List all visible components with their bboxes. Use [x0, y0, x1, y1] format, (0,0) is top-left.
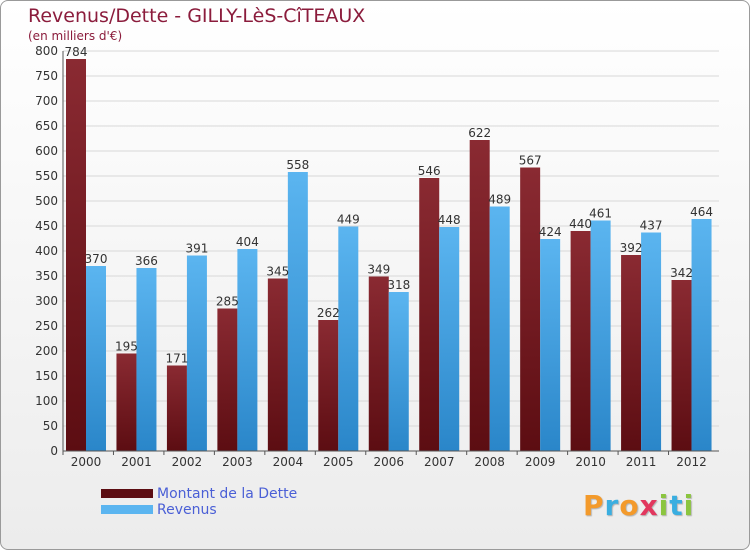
data-label-revenue: 464 — [690, 205, 713, 219]
data-label-revenue: 461 — [589, 207, 612, 221]
data-label-debt: 622 — [468, 126, 491, 140]
data-label-debt: 342 — [670, 266, 693, 280]
logo-letter: x — [639, 489, 659, 522]
y-tick-label: 400 — [35, 244, 58, 258]
bar-revenue — [388, 292, 409, 451]
y-tick-label: 600 — [35, 144, 58, 158]
x-tick-label: 2000 — [71, 455, 102, 469]
y-tick-label: 700 — [35, 94, 58, 108]
chart-subtitle: (en milliers d'€) — [28, 29, 123, 43]
y-tick-label: 0 — [50, 444, 58, 458]
bar-revenue — [186, 255, 207, 451]
y-tick-label: 300 — [35, 294, 58, 308]
data-label-revenue: 489 — [488, 193, 511, 207]
y-tick-label: 800 — [35, 44, 58, 58]
bar-debt — [469, 140, 490, 451]
y-tick-label: 350 — [35, 269, 58, 283]
y-tick-label: 100 — [35, 394, 58, 408]
x-tick-label: 2006 — [373, 455, 404, 469]
data-label-revenue: 366 — [135, 254, 158, 268]
bar-debt — [217, 308, 238, 451]
bar-revenue — [641, 232, 662, 451]
logo-letter: i — [683, 489, 695, 522]
data-label-debt: 171 — [165, 352, 188, 366]
y-tick-label: 200 — [35, 344, 58, 358]
bar-debt — [419, 178, 440, 451]
data-label-debt: 262 — [317, 306, 340, 320]
bar-debt — [318, 320, 339, 451]
logo-letter: r — [604, 489, 620, 522]
chart-title: Revenus/Dette - GILLY-LèS-CîTEAUX — [28, 5, 366, 27]
bar-revenue — [691, 219, 712, 451]
data-label-debt: 349 — [367, 263, 390, 277]
x-tick-label: 2010 — [575, 455, 606, 469]
data-label-revenue: 424 — [539, 225, 562, 239]
y-tick-label: 450 — [35, 219, 58, 233]
x-tick-label: 2012 — [676, 455, 707, 469]
proxiti-logo: Proxiti — [583, 489, 694, 522]
y-tick-label: 150 — [35, 369, 58, 383]
bar-debt — [671, 280, 692, 451]
bar-revenue — [540, 239, 561, 451]
x-tick-label: 2008 — [474, 455, 505, 469]
x-tick-label: 2011 — [626, 455, 657, 469]
data-label-revenue: 404 — [236, 235, 259, 249]
bar-debt — [621, 255, 642, 451]
x-tick-label: 2005 — [323, 455, 354, 469]
logo-letter: t — [669, 489, 684, 522]
data-label-debt: 440 — [569, 217, 592, 231]
data-label-revenue: 370 — [85, 252, 108, 266]
y-tick-label: 750 — [35, 69, 58, 83]
logo-letter: P — [583, 489, 605, 522]
data-label-revenue: 318 — [387, 278, 410, 292]
data-label-debt: 784 — [65, 45, 88, 59]
legend-label-debt: Montant de la Dette — [157, 486, 298, 502]
data-label-debt: 195 — [115, 340, 138, 354]
data-label-revenue: 449 — [337, 213, 360, 227]
x-tick-label: 2003 — [222, 455, 253, 469]
y-tick-label: 500 — [35, 194, 58, 208]
x-tick-label: 2002 — [172, 455, 203, 469]
data-label-debt: 546 — [418, 164, 441, 178]
bar-debt — [520, 167, 541, 451]
bar-debt — [267, 278, 288, 451]
bar-revenue — [439, 227, 460, 451]
bar-debt — [66, 59, 86, 451]
bar-debt — [166, 365, 187, 451]
data-label-revenue: 391 — [185, 242, 208, 256]
data-label-revenue: 448 — [438, 213, 461, 227]
bar-revenue — [489, 206, 510, 451]
data-label-debt: 345 — [266, 265, 289, 279]
y-tick-label: 250 — [35, 319, 58, 333]
bar-revenue — [338, 226, 359, 451]
logo-letter: o — [619, 489, 640, 522]
x-tick-label: 2001 — [121, 455, 152, 469]
data-label-revenue: 558 — [286, 158, 309, 172]
y-tick-label: 550 — [35, 169, 58, 183]
bar-revenue — [237, 249, 258, 451]
data-label-debt: 285 — [216, 295, 239, 309]
legend-label-revenue: Revenus — [157, 502, 217, 518]
bar-revenue — [86, 266, 106, 451]
data-label-debt: 392 — [620, 241, 643, 255]
bar-revenue — [287, 172, 308, 451]
data-label-debt: 567 — [519, 154, 542, 168]
bar-debt — [116, 353, 137, 451]
bar-revenue — [136, 268, 157, 451]
bar-revenue — [590, 220, 611, 451]
x-tick-label: 2004 — [273, 455, 304, 469]
y-tick-label: 650 — [35, 119, 58, 133]
legend-swatch-debt — [101, 489, 153, 498]
x-tick-label: 2007 — [424, 455, 455, 469]
bar-debt — [570, 231, 591, 451]
data-label-revenue: 437 — [640, 219, 663, 233]
legend-swatch-revenue — [101, 505, 153, 514]
logo-letter: i — [658, 489, 670, 522]
bar-debt — [368, 276, 389, 451]
x-tick-label: 2009 — [525, 455, 556, 469]
y-tick-label: 50 — [43, 419, 58, 433]
